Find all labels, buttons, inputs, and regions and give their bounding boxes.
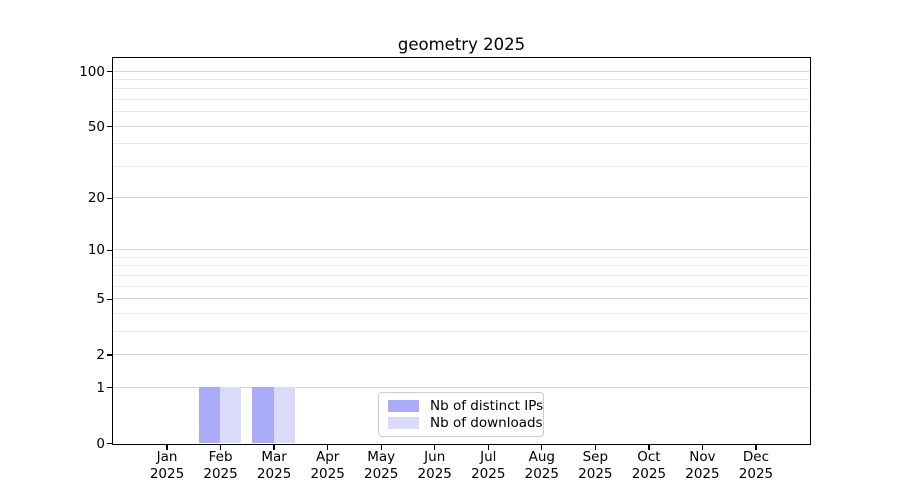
y-gridline-minor: [113, 79, 809, 81]
y-tick-mark: [107, 197, 112, 199]
y-gridline-major: [113, 70, 809, 72]
x-tick-mark: [434, 445, 436, 450]
x-tick-year: 2025: [685, 466, 720, 482]
x-tick-month: May: [367, 449, 396, 465]
x-tick-year: 2025: [149, 466, 185, 482]
chart-title: geometry 2025: [397, 35, 526, 54]
x-tick-mark: [701, 445, 704, 450]
y-tick-label: 20: [87, 190, 105, 207]
x-tick-month: Feb: [208, 449, 233, 465]
y-tick-label: 100: [79, 63, 105, 80]
plot-area: [112, 57, 811, 445]
bar-distinct-ips: [252, 387, 274, 443]
y-tick-label: 10: [87, 242, 105, 259]
bar-downloads: [220, 387, 242, 443]
x-tick-label: Oct 2025: [609, 449, 689, 483]
legend-label-downloads: Nb of downloads: [430, 415, 543, 431]
y-gridline-major: [113, 249, 809, 251]
x-tick-month: Oct: [637, 449, 661, 465]
y-gridline-major: [113, 298, 809, 300]
x-tick-year: 2025: [203, 466, 238, 482]
y-gridline-minor: [113, 265, 809, 267]
y-gridline-minor: [113, 285, 809, 287]
x-tick-mark: [273, 445, 275, 450]
x-tick-label: Nov 2025: [662, 449, 742, 483]
y-gridline-minor: [113, 330, 809, 332]
y-gridline-minor: [113, 143, 809, 145]
y-tick-label: 5: [96, 291, 105, 308]
x-tick-month: Nov: [689, 449, 716, 465]
x-tick-mark: [380, 445, 382, 450]
legend-item-downloads: Nb of downloads: [388, 415, 543, 431]
x-tick-month: Mar: [261, 449, 287, 465]
y-gridline-major: [113, 386, 809, 388]
y-tick-label: 1: [96, 379, 105, 396]
x-tick-month: Sep: [582, 449, 609, 465]
y-gridline-minor: [113, 99, 809, 101]
y-tick-mark: [107, 71, 112, 73]
x-tick-label: Jun 2025: [395, 449, 475, 483]
x-tick-label: Apr 2025: [288, 449, 368, 483]
x-tick-mark: [166, 445, 168, 450]
x-tick-year: 2025: [310, 466, 345, 482]
x-tick-month: Jan: [156, 449, 178, 465]
x-tick-mark: [594, 445, 596, 450]
x-tick-year: 2025: [578, 466, 613, 482]
bar-distinct-ips: [198, 387, 221, 443]
legend: Nb of distinct IPs Nb of downloads: [378, 392, 544, 437]
y-gridline-minor: [113, 312, 809, 314]
x-tick-year: 2025: [417, 466, 452, 482]
x-tick-label: Sep 2025: [555, 449, 635, 483]
y-tick-mark: [107, 354, 112, 356]
legend-swatch-downloads-icon: [388, 417, 419, 429]
y-tick-mark: [107, 249, 112, 251]
x-tick-month: Jun: [424, 449, 446, 465]
x-tick-year: 2025: [738, 466, 774, 482]
y-tick-label: 2: [96, 346, 105, 363]
y-gridline-major: [113, 353, 809, 356]
bar-downloads: [273, 387, 296, 443]
legend-swatch-distinct-ips-icon: [388, 400, 419, 412]
legend-label-distinct-ips: Nb of distinct IPs: [430, 398, 544, 414]
x-tick-mark: [648, 445, 650, 450]
x-tick-month: Apr: [315, 449, 340, 465]
x-tick-mark: [487, 445, 489, 450]
x-tick-label: Jan 2025: [127, 449, 207, 483]
x-tick-mark: [541, 445, 543, 450]
x-tick-label: Aug 2025: [502, 449, 582, 483]
x-tick-label: Feb 2025: [181, 449, 261, 483]
x-tick-month: Jul: [480, 449, 497, 465]
y-gridline-minor: [113, 257, 809, 258]
x-tick-month: Dec: [742, 449, 770, 465]
x-tick-year: 2025: [471, 466, 506, 482]
legend-item-distinct-ips: Nb of distinct IPs: [388, 398, 543, 414]
x-tick-year: 2025: [631, 466, 667, 482]
y-gridline-major: [113, 197, 809, 199]
x-tick-year: 2025: [256, 466, 292, 482]
y-gridline-minor: [113, 111, 809, 113]
x-tick-label: May 2025: [341, 449, 421, 483]
y-tick-mark: [107, 387, 112, 389]
x-tick-label: Mar 2025: [234, 449, 314, 483]
x-tick-month: Aug: [528, 449, 555, 465]
y-tick-label: 50: [87, 118, 105, 135]
y-gridline-minor: [113, 165, 809, 167]
y-tick-mark: [107, 298, 112, 300]
y-gridline-minor: [113, 88, 809, 90]
x-tick-year: 2025: [364, 466, 399, 482]
y-tick-label: 0: [96, 435, 105, 452]
y-tick-mark: [107, 442, 112, 445]
x-tick-label: Jul 2025: [448, 449, 528, 483]
x-tick-mark: [219, 445, 222, 450]
y-gridline-major: [113, 125, 809, 127]
x-tick-label: Dec 2025: [716, 449, 796, 483]
y-gridline-minor: [113, 274, 809, 276]
x-tick-mark: [327, 445, 329, 450]
x-tick-mark: [755, 445, 757, 450]
y-tick-mark: [107, 126, 112, 128]
x-tick-year: 2025: [524, 466, 559, 482]
